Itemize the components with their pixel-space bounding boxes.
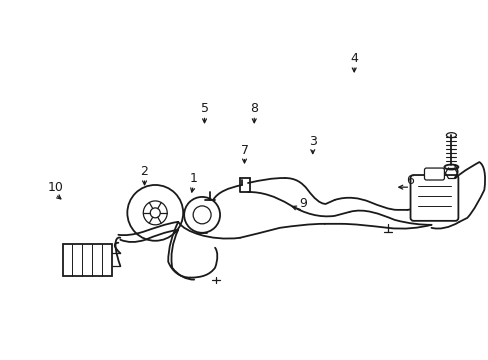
Text: 4: 4: [349, 52, 357, 65]
Text: 7: 7: [240, 144, 248, 157]
Text: 1: 1: [189, 172, 197, 185]
Text: 8: 8: [250, 103, 258, 116]
Circle shape: [150, 208, 160, 218]
Text: 6: 6: [406, 174, 413, 187]
FancyBboxPatch shape: [424, 168, 444, 180]
FancyBboxPatch shape: [410, 175, 457, 221]
Text: 2: 2: [141, 165, 148, 178]
Bar: [62, 244, 112, 276]
Text: 9: 9: [299, 198, 306, 211]
Text: 5: 5: [200, 103, 208, 116]
Text: 3: 3: [308, 135, 316, 148]
Text: 10: 10: [47, 181, 63, 194]
